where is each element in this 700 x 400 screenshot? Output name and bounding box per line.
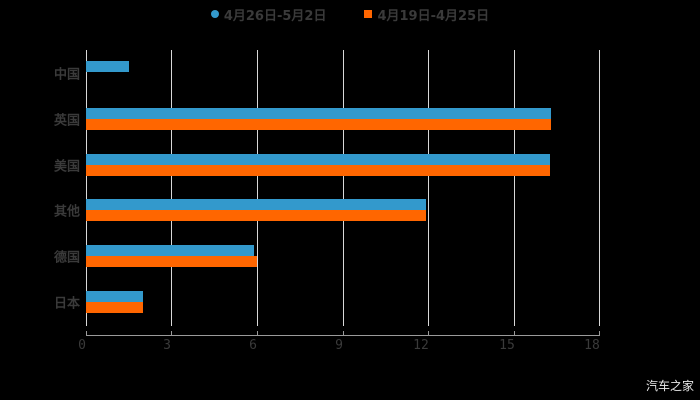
- plot-area: [86, 50, 600, 326]
- bar-series1[interactable]: [86, 291, 144, 302]
- legend-item-series2[interactable]: 4月19日-4月25日: [364, 5, 489, 24]
- bar-series2[interactable]: [86, 302, 144, 313]
- x-tick-label: 15: [499, 338, 515, 353]
- gridline: [428, 50, 429, 326]
- bar-series2[interactable]: [86, 165, 551, 176]
- category-label: 德国: [53, 250, 80, 266]
- bar-series1[interactable]: [86, 61, 129, 72]
- bar-series1[interactable]: [86, 154, 551, 165]
- legend-item-series1[interactable]: 4月26日-5月2日: [210, 5, 327, 24]
- x-tick: [86, 331, 87, 336]
- bar-series1[interactable]: [86, 245, 255, 256]
- gridline: [257, 50, 258, 326]
- gridline: [171, 50, 172, 326]
- x-tick: [257, 331, 258, 336]
- gridline: [343, 50, 344, 326]
- category-label: 中国: [53, 67, 80, 83]
- x-tick: [343, 331, 344, 336]
- category-label: 美国: [53, 159, 80, 175]
- x-tick-label: 12: [413, 338, 429, 353]
- gridline: [86, 50, 87, 326]
- legend-label-series2: 4月19日-4月25日: [377, 8, 490, 24]
- x-tick-label: 3: [163, 338, 171, 353]
- bar-series2[interactable]: [86, 256, 258, 267]
- x-tick-label: 6: [249, 338, 257, 353]
- series2-marker-icon: [364, 10, 373, 18]
- gridline: [599, 50, 600, 326]
- x-tick: [599, 331, 600, 336]
- x-tick: [428, 331, 429, 336]
- bar-series2[interactable]: [86, 210, 426, 221]
- x-tick: [514, 331, 515, 336]
- x-tick-label: 9: [335, 338, 343, 353]
- x-tick-label: 0: [78, 338, 86, 353]
- bar-series1[interactable]: [86, 108, 552, 119]
- x-tick: [171, 331, 172, 336]
- bar-series2[interactable]: [86, 119, 552, 130]
- bar-series1[interactable]: [86, 199, 426, 210]
- category-label: 其他: [53, 204, 80, 220]
- chart-legend: 4月26日-5月2日 4月19日-4月25日: [0, 4, 700, 24]
- watermark: 汽车之家: [645, 379, 694, 393]
- gridline: [514, 50, 515, 326]
- legend-label-series1: 4月26日-5月2日: [223, 8, 327, 24]
- series1-marker-icon: [210, 10, 219, 18]
- category-label: 英国: [53, 113, 80, 129]
- category-label: 日本: [53, 296, 80, 312]
- x-tick-label: 18: [584, 338, 600, 353]
